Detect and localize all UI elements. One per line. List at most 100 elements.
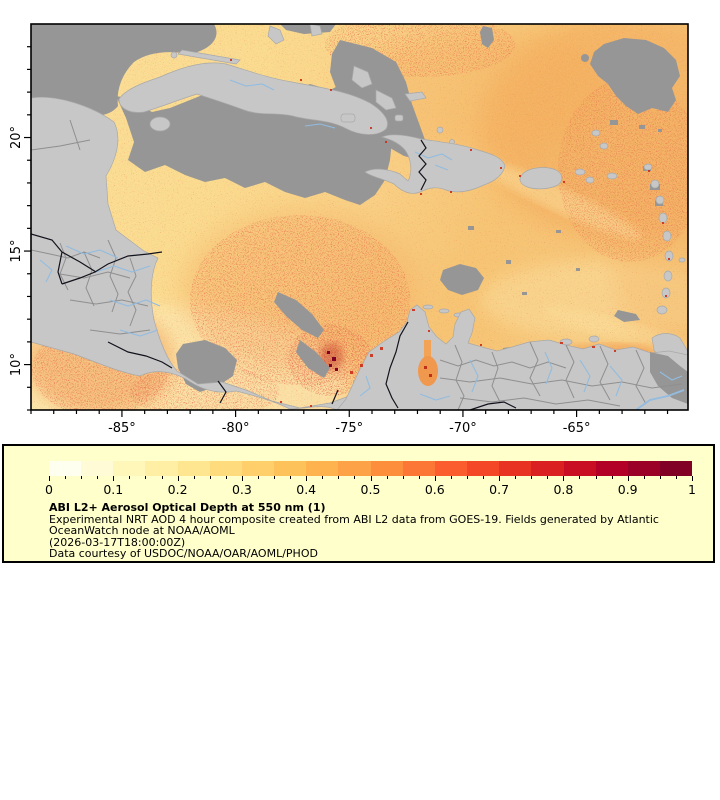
land-cuba (118, 62, 388, 135)
aod-field (31, 24, 688, 410)
legend-description-line1: Experimental NRT AOD 4 hour composite cr… (49, 512, 659, 526)
colorbar-tick-label: 0 (45, 482, 53, 497)
colorbar-swatch (338, 461, 371, 476)
colorbar-tick (370, 476, 372, 481)
legend-courtesy: Data courtesy of USDOC/NOAA/OAR/AOML/PHO… (49, 547, 318, 561)
colorbar-tick (354, 476, 356, 479)
colorbar-tick (563, 476, 565, 481)
colorbar-swatch (467, 461, 500, 476)
colorbar-swatch (241, 461, 275, 476)
legend-description-line2: OceanWatch node at NOAA/AOML (49, 524, 235, 538)
colorbar-tick-label: 1 (688, 482, 696, 497)
x-tick-label: -70° (449, 421, 477, 436)
colorbar-tick-label: 0.2 (167, 482, 188, 497)
land-lesser-antilles (574, 129, 686, 315)
colorbar-tick (145, 476, 147, 479)
colorbar-swatch (434, 461, 468, 476)
map-frame (30, 23, 689, 411)
colorbar-ticks: 0 0.1 0.2 0.3 0.4 0.5 0.6 0.7 0.8 0.9 1 (45, 476, 696, 498)
colorbar-tick (322, 476, 324, 479)
colorbar (49, 461, 693, 476)
colorbar-tick-label: 0.7 (489, 482, 510, 497)
aod-map-figure: -85° -80° -75° -70° -65° 10° 15° 20° (9, 23, 689, 436)
colorbar-tick (643, 476, 645, 479)
y-tick-label: 10° (9, 353, 24, 376)
colorbar-tick (177, 476, 179, 481)
coastal-aod-dots (230, 59, 670, 407)
lake-maracaibo (418, 340, 438, 386)
rivers-layer (39, 79, 685, 410)
colorbar-swatch (49, 461, 82, 476)
land-isla-juventud (149, 116, 171, 132)
colorbar-swatch (274, 461, 307, 476)
colorbar-tick (450, 476, 452, 479)
colorbar-tick-label: 0.5 (360, 482, 381, 497)
colorbar-swatch (627, 461, 660, 476)
colorbar-swatch (177, 461, 210, 476)
colorbar-tick (531, 476, 533, 479)
colorbar-tick (611, 476, 613, 479)
colorbar-swatch (81, 461, 114, 476)
legend-panel: 0 0.1 0.2 0.3 0.4 0.5 0.6 0.7 0.8 0.9 1 ABI L2+ Ae… (2, 444, 715, 563)
y-tick-label: 20° (9, 126, 24, 149)
colorbar-tick (241, 476, 243, 481)
map-canvas (31, 24, 688, 410)
x-tick-label: -80° (222, 421, 250, 436)
colorbar-tick (627, 476, 629, 481)
colorbar-tick (418, 476, 420, 479)
colorbar-tick (274, 476, 276, 479)
y-tick-label: 15° (9, 240, 24, 263)
colorbar-tick (402, 476, 404, 479)
colorbar-tick-label: 0.6 (424, 482, 445, 497)
colorbar-tick (113, 476, 115, 481)
land-florida-keys (177, 49, 241, 65)
axis-ticks: -85° -80° -75° -70° -65° 10° 15° 20° (9, 46, 669, 436)
colorbar-tick (595, 476, 597, 479)
colorbar-swatch (402, 461, 435, 476)
x-tick-label: -75° (335, 421, 363, 436)
legend-timestamp: (2026-03-17T18:00:00Z) (49, 535, 186, 549)
colorbar-swatch (499, 461, 532, 476)
colorbar-tick (257, 476, 259, 479)
aod-max-pixels (327, 351, 338, 371)
colorbar-tick (466, 476, 468, 479)
colorbar-tick-label: 0.8 (553, 482, 574, 497)
colorbar-tick (161, 476, 163, 479)
colorbar-tick (659, 476, 661, 479)
colorbar-swatch (113, 461, 146, 476)
colorbar-tick (386, 476, 388, 479)
colorbar-tick-label: 0.9 (617, 482, 638, 497)
legend-text-block: ABI L2+ Aerosol Optical Depth at 550 nm … (49, 502, 659, 560)
colorbar-swatch (563, 461, 596, 476)
colorbar-tick (209, 476, 211, 479)
colorbar-tick (692, 476, 693, 481)
colorbar-tick (49, 476, 50, 481)
colorbar-tick (338, 476, 340, 479)
colorbar-swatch (595, 461, 628, 476)
colorbar-tick (65, 476, 67, 479)
colorbar-swatch (531, 461, 564, 476)
colorbar-tick (579, 476, 581, 479)
colorbar-tick (547, 476, 549, 479)
land-puerto-rico (519, 167, 563, 190)
colorbar-tick (675, 476, 677, 479)
legend-title: ABI L2+ Aerosol Optical Depth at 550 nm … (49, 501, 326, 514)
colorbar-tick (81, 476, 83, 479)
colorbar-tick (306, 476, 308, 481)
colorbar-tick (483, 476, 485, 479)
colorbar-swatch (370, 461, 403, 476)
x-tick-label: -65° (563, 421, 591, 436)
x-tick-label: -85° (108, 421, 136, 436)
colorbar-tick (434, 476, 436, 481)
colorbar-tick (225, 476, 227, 479)
colorbar-swatch (209, 461, 242, 476)
colorbar-tick (97, 476, 99, 479)
colorbar-tick-label: 0.3 (231, 482, 252, 497)
colorbar-swatch (145, 461, 178, 476)
country-borders (31, 139, 517, 410)
colorbar-tick (290, 476, 292, 479)
colorbar-tick (515, 476, 517, 479)
colorbar-swatch (306, 461, 339, 476)
admin-borders (31, 119, 683, 410)
